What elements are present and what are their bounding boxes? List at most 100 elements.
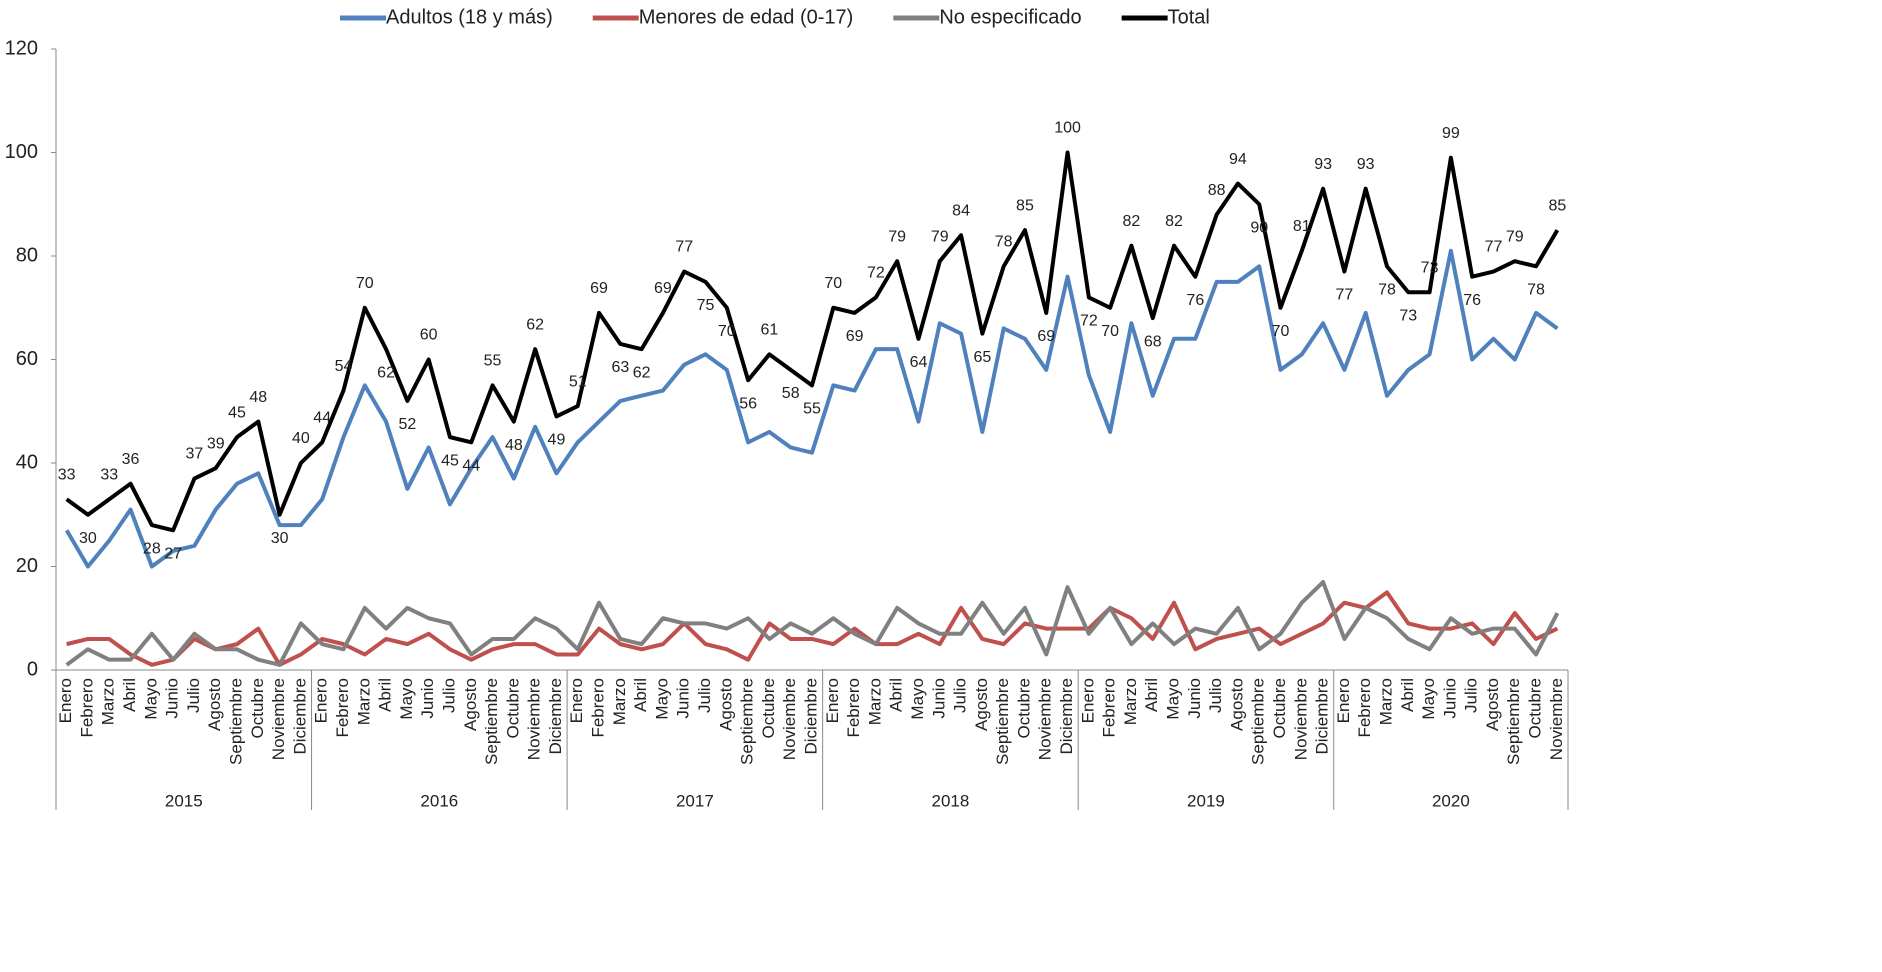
data-label: 82 [1123,213,1141,230]
data-label: 45 [441,452,459,469]
data-label: 84 [952,203,970,220]
y-tick-label: 80 [16,244,38,266]
data-label: 63 [611,359,629,376]
data-label: 76 [1463,292,1481,309]
data-label: 60 [420,327,438,344]
data-label: 33 [58,466,76,483]
x-tick-label: Julio [439,678,458,713]
x-tick-label: Agosto [972,678,991,731]
data-label: 85 [1016,197,1034,214]
data-label: 93 [1357,156,1375,173]
x-tick-label: Abril [887,678,906,712]
x-tick-label: Marzo [1376,678,1395,725]
data-label: 76 [1186,292,1204,309]
x-tick-label: Junio [163,678,182,719]
data-label: 62 [377,364,395,381]
data-label: 72 [867,265,885,282]
x-tick-label: Julio [1206,678,1225,713]
x-tick-label: Octubre [759,678,778,738]
y-tick-label: 60 [16,348,38,370]
x-tick-label: Junio [418,678,437,719]
x-tick-label: Septiembre [1504,678,1523,765]
x-tick-label: Marzo [354,678,373,725]
data-label: 79 [1506,228,1524,245]
x-group-label: 2018 [932,791,970,810]
x-tick-label: Mayo [1164,678,1183,720]
data-label: 82 [1165,213,1183,230]
legend-label: Adultos (18 y más) [386,6,553,28]
x-tick-label: Enero [567,678,586,723]
x-tick-label: Febrero [589,678,608,738]
x-tick-label: Octubre [1270,678,1289,738]
data-label: 62 [526,316,544,333]
data-label: 44 [313,410,331,427]
data-label: 79 [931,228,949,245]
data-label: 69 [590,280,608,297]
data-label: 78 [1527,282,1545,299]
x-tick-label: Mayo [397,678,416,720]
data-label: 77 [1335,287,1353,304]
x-tick-label: Agosto [205,678,224,731]
data-label: 45 [228,404,246,421]
x-tick-label: Septiembre [482,678,501,765]
x-tick-label: Agosto [461,678,480,731]
x-tick-label: Junio [1440,678,1459,719]
x-tick-label: Enero [1078,678,1097,723]
data-label: 37 [186,446,204,463]
data-label: 99 [1442,125,1460,142]
x-tick-label: Diciembre [1313,678,1332,755]
data-label: 51 [569,373,587,390]
x-tick-label: Octubre [1014,678,1033,738]
x-tick-label: Noviembre [1547,678,1566,760]
data-label: 54 [335,358,353,375]
x-tick-label: Octubre [503,678,522,738]
data-label: 49 [548,432,566,449]
data-label: 52 [398,416,416,433]
x-tick-label: Junio [674,678,693,719]
data-label: 30 [79,530,97,547]
series-line [65,150,1560,533]
x-tick-label: Julio [1462,678,1481,713]
data-label: 48 [505,437,523,454]
x-tick-label: Enero [312,678,331,723]
series-line [64,248,1559,569]
data-label: 75 [697,297,715,314]
data-label: 88 [1208,182,1226,199]
x-tick-label: Diciembre [801,678,820,755]
x-tick-label: Noviembre [1291,678,1310,760]
data-label: 93 [1314,156,1332,173]
y-tick-label: 100 [5,141,38,163]
legend-label: Total [1168,6,1210,28]
x-tick-label: Febrero [844,678,863,738]
x-tick-label: Enero [1334,678,1353,723]
data-label: 70 [824,275,842,292]
data-label: 69 [846,328,864,345]
data-label: 61 [761,322,779,339]
x-tick-label: Enero [823,678,842,723]
x-tick-label: Mayo [908,678,927,720]
x-tick-label: Noviembre [780,678,799,760]
x-tick-label: Marzo [865,678,884,725]
data-label: 78 [995,234,1013,251]
x-tick-label: Diciembre [290,678,309,755]
data-label: 100 [1054,120,1081,137]
x-tick-label: Febrero [1100,678,1119,738]
data-label: 69 [654,280,672,297]
y-tick-label: 40 [16,451,38,473]
data-label: 94 [1229,151,1247,168]
data-label: 55 [484,353,502,370]
x-tick-label: Noviembre [525,678,544,760]
data-label: 69 [1037,328,1055,345]
data-label: 85 [1548,197,1566,214]
data-label: 65 [973,349,991,366]
data-label: 70 [356,275,374,292]
data-label: 36 [122,451,140,468]
x-tick-label: Mayo [141,678,160,720]
x-tick-label: Septiembre [993,678,1012,765]
data-label: 64 [910,354,928,371]
x-tick-label: Julio [184,678,203,713]
x-tick-label: Abril [1142,678,1161,712]
data-label: 68 [1144,333,1162,350]
legend-label: Menores de edad (0-17) [639,6,854,28]
data-label: 62 [633,364,651,381]
